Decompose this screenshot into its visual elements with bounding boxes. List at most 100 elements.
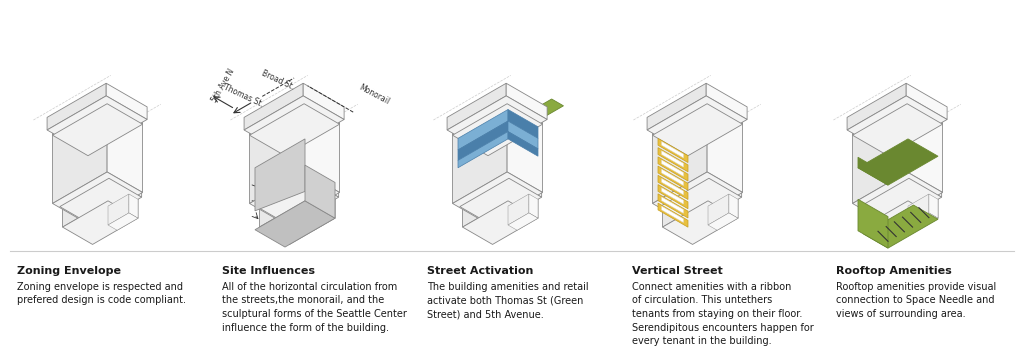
Polygon shape xyxy=(853,172,942,224)
Polygon shape xyxy=(306,174,339,197)
Polygon shape xyxy=(708,104,742,192)
Polygon shape xyxy=(662,151,683,167)
Polygon shape xyxy=(447,83,506,130)
Polygon shape xyxy=(508,213,538,230)
Polygon shape xyxy=(250,99,304,135)
Polygon shape xyxy=(906,83,947,119)
Polygon shape xyxy=(658,194,688,218)
Polygon shape xyxy=(908,182,938,218)
Polygon shape xyxy=(62,201,138,244)
Text: The building amenities and retail
activate both Thomas St (Green
Street) and 5th: The building amenities and retail activa… xyxy=(427,282,589,319)
Text: Broad St.: Broad St. xyxy=(260,68,296,91)
Polygon shape xyxy=(326,194,335,218)
Polygon shape xyxy=(858,139,938,185)
Polygon shape xyxy=(862,182,908,227)
Polygon shape xyxy=(453,104,507,204)
Polygon shape xyxy=(109,174,141,197)
Polygon shape xyxy=(663,182,708,227)
Polygon shape xyxy=(658,157,688,181)
Polygon shape xyxy=(509,174,542,197)
Polygon shape xyxy=(652,172,742,224)
Polygon shape xyxy=(508,182,538,218)
Polygon shape xyxy=(460,174,509,206)
Polygon shape xyxy=(453,104,543,156)
Polygon shape xyxy=(658,166,688,190)
Polygon shape xyxy=(507,99,543,124)
Polygon shape xyxy=(255,201,335,247)
Polygon shape xyxy=(658,148,688,172)
Polygon shape xyxy=(662,160,683,176)
Polygon shape xyxy=(853,99,907,135)
Polygon shape xyxy=(662,169,683,186)
Polygon shape xyxy=(463,182,508,227)
Polygon shape xyxy=(508,109,538,138)
Polygon shape xyxy=(863,205,938,248)
Polygon shape xyxy=(658,203,688,227)
Polygon shape xyxy=(708,99,742,124)
Text: Thomas St.: Thomas St. xyxy=(222,82,265,109)
Polygon shape xyxy=(729,194,738,218)
Polygon shape xyxy=(259,201,335,244)
Polygon shape xyxy=(257,178,339,226)
Polygon shape xyxy=(847,96,947,153)
Text: Rooftop amenities provide visual
connection to Space Needle and
views of surroun: Rooftop amenities provide visual connect… xyxy=(837,282,996,319)
Polygon shape xyxy=(305,182,335,218)
Polygon shape xyxy=(529,194,538,218)
Polygon shape xyxy=(708,182,738,218)
Polygon shape xyxy=(453,172,543,224)
Polygon shape xyxy=(860,174,909,206)
Polygon shape xyxy=(508,131,538,156)
Text: All of the horizontal circulation from
the streets,the monorail, and the
sculptu: All of the horizontal circulation from t… xyxy=(222,282,407,333)
Polygon shape xyxy=(106,83,147,119)
Text: Rooftop Amenities: Rooftop Amenities xyxy=(837,266,952,276)
Polygon shape xyxy=(508,121,538,149)
Polygon shape xyxy=(662,142,683,158)
Polygon shape xyxy=(259,182,305,227)
Polygon shape xyxy=(255,139,305,211)
Polygon shape xyxy=(652,99,708,135)
Polygon shape xyxy=(447,96,547,153)
Polygon shape xyxy=(305,194,326,225)
Polygon shape xyxy=(847,83,906,130)
Polygon shape xyxy=(52,104,108,204)
Polygon shape xyxy=(658,184,688,209)
Polygon shape xyxy=(108,104,142,192)
Polygon shape xyxy=(662,197,683,213)
Polygon shape xyxy=(662,188,683,204)
Polygon shape xyxy=(250,104,340,156)
Polygon shape xyxy=(250,104,304,204)
Polygon shape xyxy=(858,157,888,185)
Polygon shape xyxy=(52,99,108,135)
Polygon shape xyxy=(458,109,508,150)
Polygon shape xyxy=(662,178,683,195)
Polygon shape xyxy=(907,99,942,124)
Polygon shape xyxy=(853,104,907,204)
Polygon shape xyxy=(860,178,942,226)
Polygon shape xyxy=(458,121,508,160)
Polygon shape xyxy=(709,174,741,197)
Polygon shape xyxy=(663,201,738,244)
Text: Monorail: Monorail xyxy=(357,82,391,106)
Polygon shape xyxy=(59,174,109,206)
Polygon shape xyxy=(908,194,929,225)
Polygon shape xyxy=(59,178,141,226)
Polygon shape xyxy=(52,172,142,224)
Text: 5th Ave N: 5th Ave N xyxy=(210,67,237,104)
Polygon shape xyxy=(52,104,142,156)
Polygon shape xyxy=(652,104,742,156)
Polygon shape xyxy=(909,174,942,197)
Polygon shape xyxy=(304,104,340,192)
Polygon shape xyxy=(305,213,335,230)
Polygon shape xyxy=(461,99,563,158)
Text: Site Influences: Site Influences xyxy=(222,266,315,276)
Polygon shape xyxy=(463,201,538,244)
Polygon shape xyxy=(257,174,306,206)
Polygon shape xyxy=(658,138,688,162)
Polygon shape xyxy=(659,174,709,206)
Polygon shape xyxy=(708,213,738,230)
Polygon shape xyxy=(908,213,938,230)
Polygon shape xyxy=(907,104,942,192)
Polygon shape xyxy=(647,83,707,130)
Polygon shape xyxy=(658,175,688,200)
Text: Zoning Envelope: Zoning Envelope xyxy=(17,266,121,276)
